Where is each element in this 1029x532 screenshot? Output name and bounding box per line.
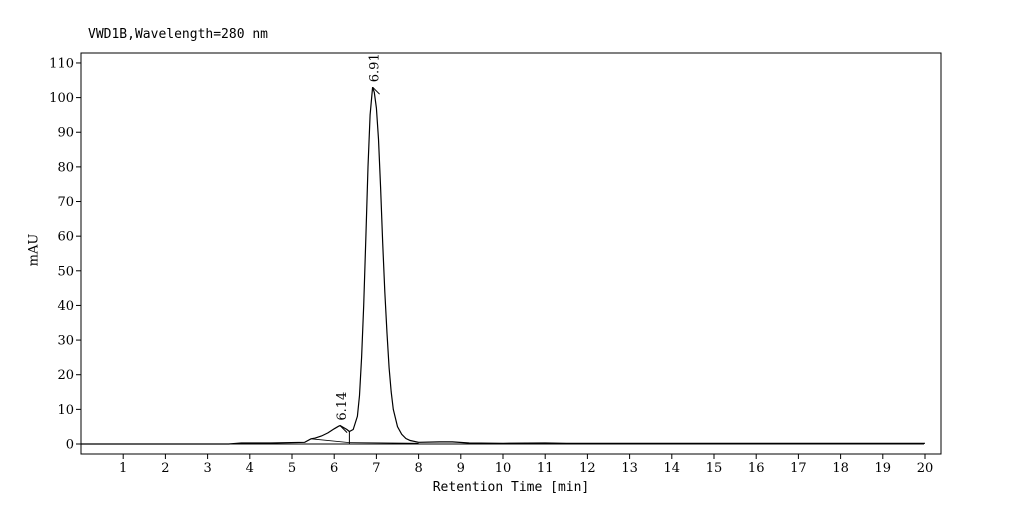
peak-label: 6.91 [368, 53, 383, 82]
x-tick-label: 1 [119, 461, 127, 476]
peak-marker [372, 86, 380, 95]
y-tick-label: 40 [57, 299, 74, 314]
x-tick-label: 6 [330, 461, 338, 476]
x-tick-label: 18 [832, 461, 849, 476]
y-tick-label: 0 [66, 438, 74, 453]
y-tick-label: 70 [57, 195, 74, 210]
x-tick-label: 14 [664, 461, 681, 476]
y-tick-label: 100 [49, 91, 74, 106]
x-tick-label: 20 [917, 461, 934, 476]
x-tick-label: 17 [790, 461, 807, 476]
x-tick-label: 13 [621, 461, 638, 476]
plot-frame [80, 52, 942, 455]
y-tick-label: 60 [57, 230, 74, 245]
y-tick-label: 50 [57, 264, 74, 279]
x-tick-label: 9 [457, 461, 465, 476]
y-tick-label: 10 [57, 403, 74, 418]
y-tick-label: 30 [57, 334, 74, 349]
peak-label: 6.14 [335, 392, 350, 421]
x-tick-label: 11 [537, 461, 554, 476]
integration-baseline [349, 442, 419, 444]
x-tick-label: 10 [495, 461, 512, 476]
x-tick-label: 2 [161, 461, 169, 476]
y-tick-label: 80 [57, 160, 74, 175]
x-axis-label: Retention Time [min] [432, 480, 590, 495]
peak-marker [339, 425, 348, 433]
x-tick-label: 5 [288, 461, 296, 476]
x-tick-label: 4 [246, 461, 254, 476]
x-tick-label: 15 [706, 461, 723, 476]
x-tick-label: 19 [875, 461, 892, 476]
signal-line [81, 87, 925, 445]
integration-baseline [310, 438, 350, 444]
x-tick-label: 7 [372, 461, 380, 476]
x-tick-label: 16 [748, 461, 765, 476]
x-tick-label: 8 [414, 461, 422, 476]
y-tick-label: 20 [57, 368, 74, 383]
y-tick-label: 90 [57, 126, 74, 141]
x-tick-label: 12 [579, 461, 596, 476]
x-tick-label: 3 [203, 461, 211, 476]
y-tick-label: 110 [49, 56, 74, 71]
chart-title: VWD1B,Wavelength=280 nm [88, 27, 269, 42]
